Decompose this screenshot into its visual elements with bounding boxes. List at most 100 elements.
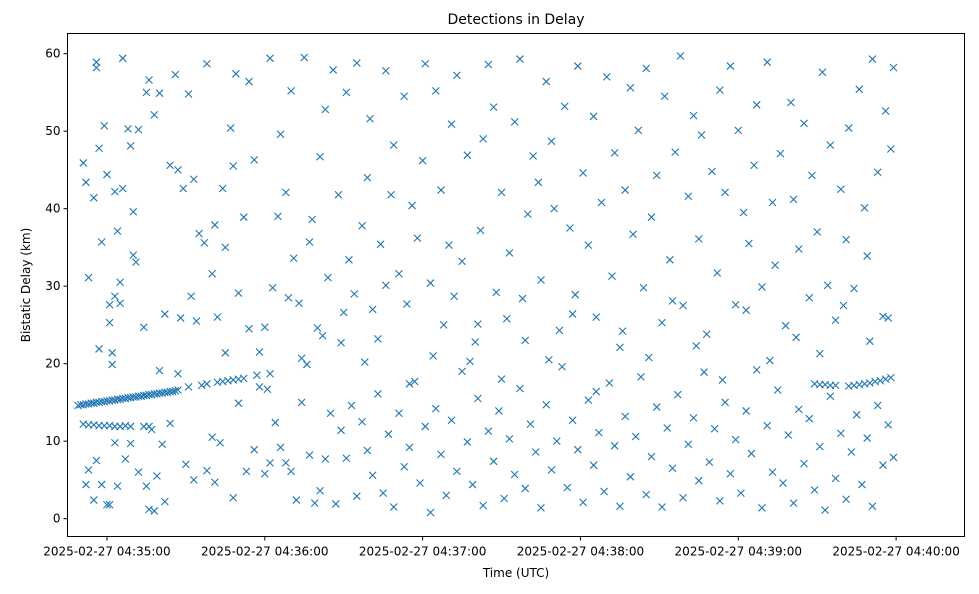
data-point-clutter (408, 201, 416, 210)
data-point-clutter (166, 419, 174, 428)
data-point-clutter (234, 289, 243, 298)
data-point-clutter (805, 293, 814, 302)
data-point-clutter (668, 296, 677, 305)
data-point-clutter (347, 401, 356, 410)
data-point-clutter (479, 501, 488, 510)
data-point-clutter (260, 469, 269, 478)
data-point-clutter (100, 121, 109, 130)
data-point-clutter (426, 279, 435, 287)
data-point-clutter (368, 471, 377, 480)
data-point-clutter (592, 387, 601, 396)
data-point-clutter (395, 269, 403, 278)
data-point-clutter (326, 409, 335, 418)
data-point-clutter (339, 308, 348, 317)
data-point-clutter (153, 472, 161, 480)
data-point-clutter (500, 494, 509, 503)
data-point-clutter (239, 213, 248, 222)
data-point-clutter (584, 396, 593, 404)
data-point-clutter (413, 234, 422, 242)
data-point-clutter (363, 446, 372, 455)
data-point-clutter (589, 112, 598, 121)
data-point-clutter (105, 500, 114, 509)
data-point-clutter (594, 428, 603, 437)
data-point-clutter (381, 66, 390, 75)
data-point-clutter (129, 207, 138, 216)
data-point-clutter (868, 55, 877, 63)
data-point-clutter (374, 390, 382, 398)
data-point-clutter (516, 384, 524, 393)
data-point-clutter (584, 241, 593, 249)
data-point-clutter (184, 90, 193, 98)
data-point-clutter (121, 455, 130, 463)
data-point-clutter (808, 171, 816, 180)
data-point-clutter (750, 161, 758, 170)
data-point-clutter (89, 496, 98, 504)
data-point-clutter (629, 230, 637, 239)
data-point-clutter (789, 195, 798, 204)
data-point-clutter (147, 425, 156, 434)
data-point-clutter (776, 149, 785, 158)
data-point-clutter (768, 468, 777, 477)
data-point-clutter (810, 486, 819, 494)
data-point-clutter (384, 430, 393, 439)
data-point-clutter (358, 417, 367, 426)
data-point-clutter (758, 283, 766, 291)
data-point-clutter (602, 73, 611, 81)
y-tick-label: 50 (45, 124, 60, 138)
data-point-clutter (142, 482, 151, 491)
data-point-clutter (616, 502, 624, 511)
data-point-clutter (679, 493, 687, 502)
x-axis-label: Time (UTC) (482, 566, 549, 580)
data-point-clutter (573, 445, 582, 454)
data-point-clutter (318, 331, 327, 340)
data-point-clutter (305, 238, 314, 246)
data-point-track-1 (203, 379, 211, 388)
data-point-clutter (442, 491, 451, 500)
data-point-clutter (447, 120, 456, 129)
data-point-clutter (694, 476, 703, 485)
data-point-clutter (684, 192, 693, 201)
data-point-track-2 (126, 422, 135, 431)
data-point-clutter (145, 505, 153, 514)
data-point-clutter (363, 173, 372, 182)
data-point-clutter (823, 281, 832, 290)
data-point-clutter (542, 77, 551, 86)
data-point-clutter (463, 151, 472, 160)
data-point-clutter (134, 468, 143, 477)
data-point-clutter (229, 493, 238, 502)
data-point-clutter (768, 198, 777, 207)
data-point-clutter (726, 469, 735, 478)
data-point-clutter (742, 306, 751, 315)
data-point-clutter (889, 63, 898, 72)
data-point-clutter (171, 70, 180, 79)
data-point-clutter (139, 323, 148, 332)
data-point-clutter (342, 454, 351, 463)
data-point-clutter (752, 100, 761, 109)
data-point-clutter (605, 379, 614, 387)
data-point-clutter (652, 171, 661, 180)
data-point-clutter (639, 283, 648, 292)
data-point-clutter (181, 460, 190, 469)
data-point-clutter (573, 62, 582, 70)
data-point-track-1 (171, 386, 180, 395)
data-point-clutter (271, 418, 280, 427)
data-point-clutter (786, 98, 795, 107)
data-point-clutter (134, 125, 143, 134)
data-point-clutter (505, 434, 514, 443)
data-point-clutter (637, 372, 645, 381)
data-point-clutter (255, 383, 264, 391)
data-point-clutter (376, 240, 385, 249)
data-point-clutter (150, 110, 159, 119)
data-point-clutter (468, 480, 477, 489)
data-point-clutter (389, 141, 398, 149)
data-point-clutter (208, 269, 217, 278)
data-point-clutter (421, 59, 430, 68)
data-point-clutter (836, 185, 845, 194)
data-point-clutter (255, 348, 264, 356)
data-point-clutter (431, 404, 440, 413)
data-point-clutter (452, 467, 461, 476)
data-point-clutter (521, 484, 530, 493)
data-point-clutter (89, 193, 98, 202)
data-point-clutter (108, 360, 117, 369)
data-point-clutter (710, 424, 719, 433)
